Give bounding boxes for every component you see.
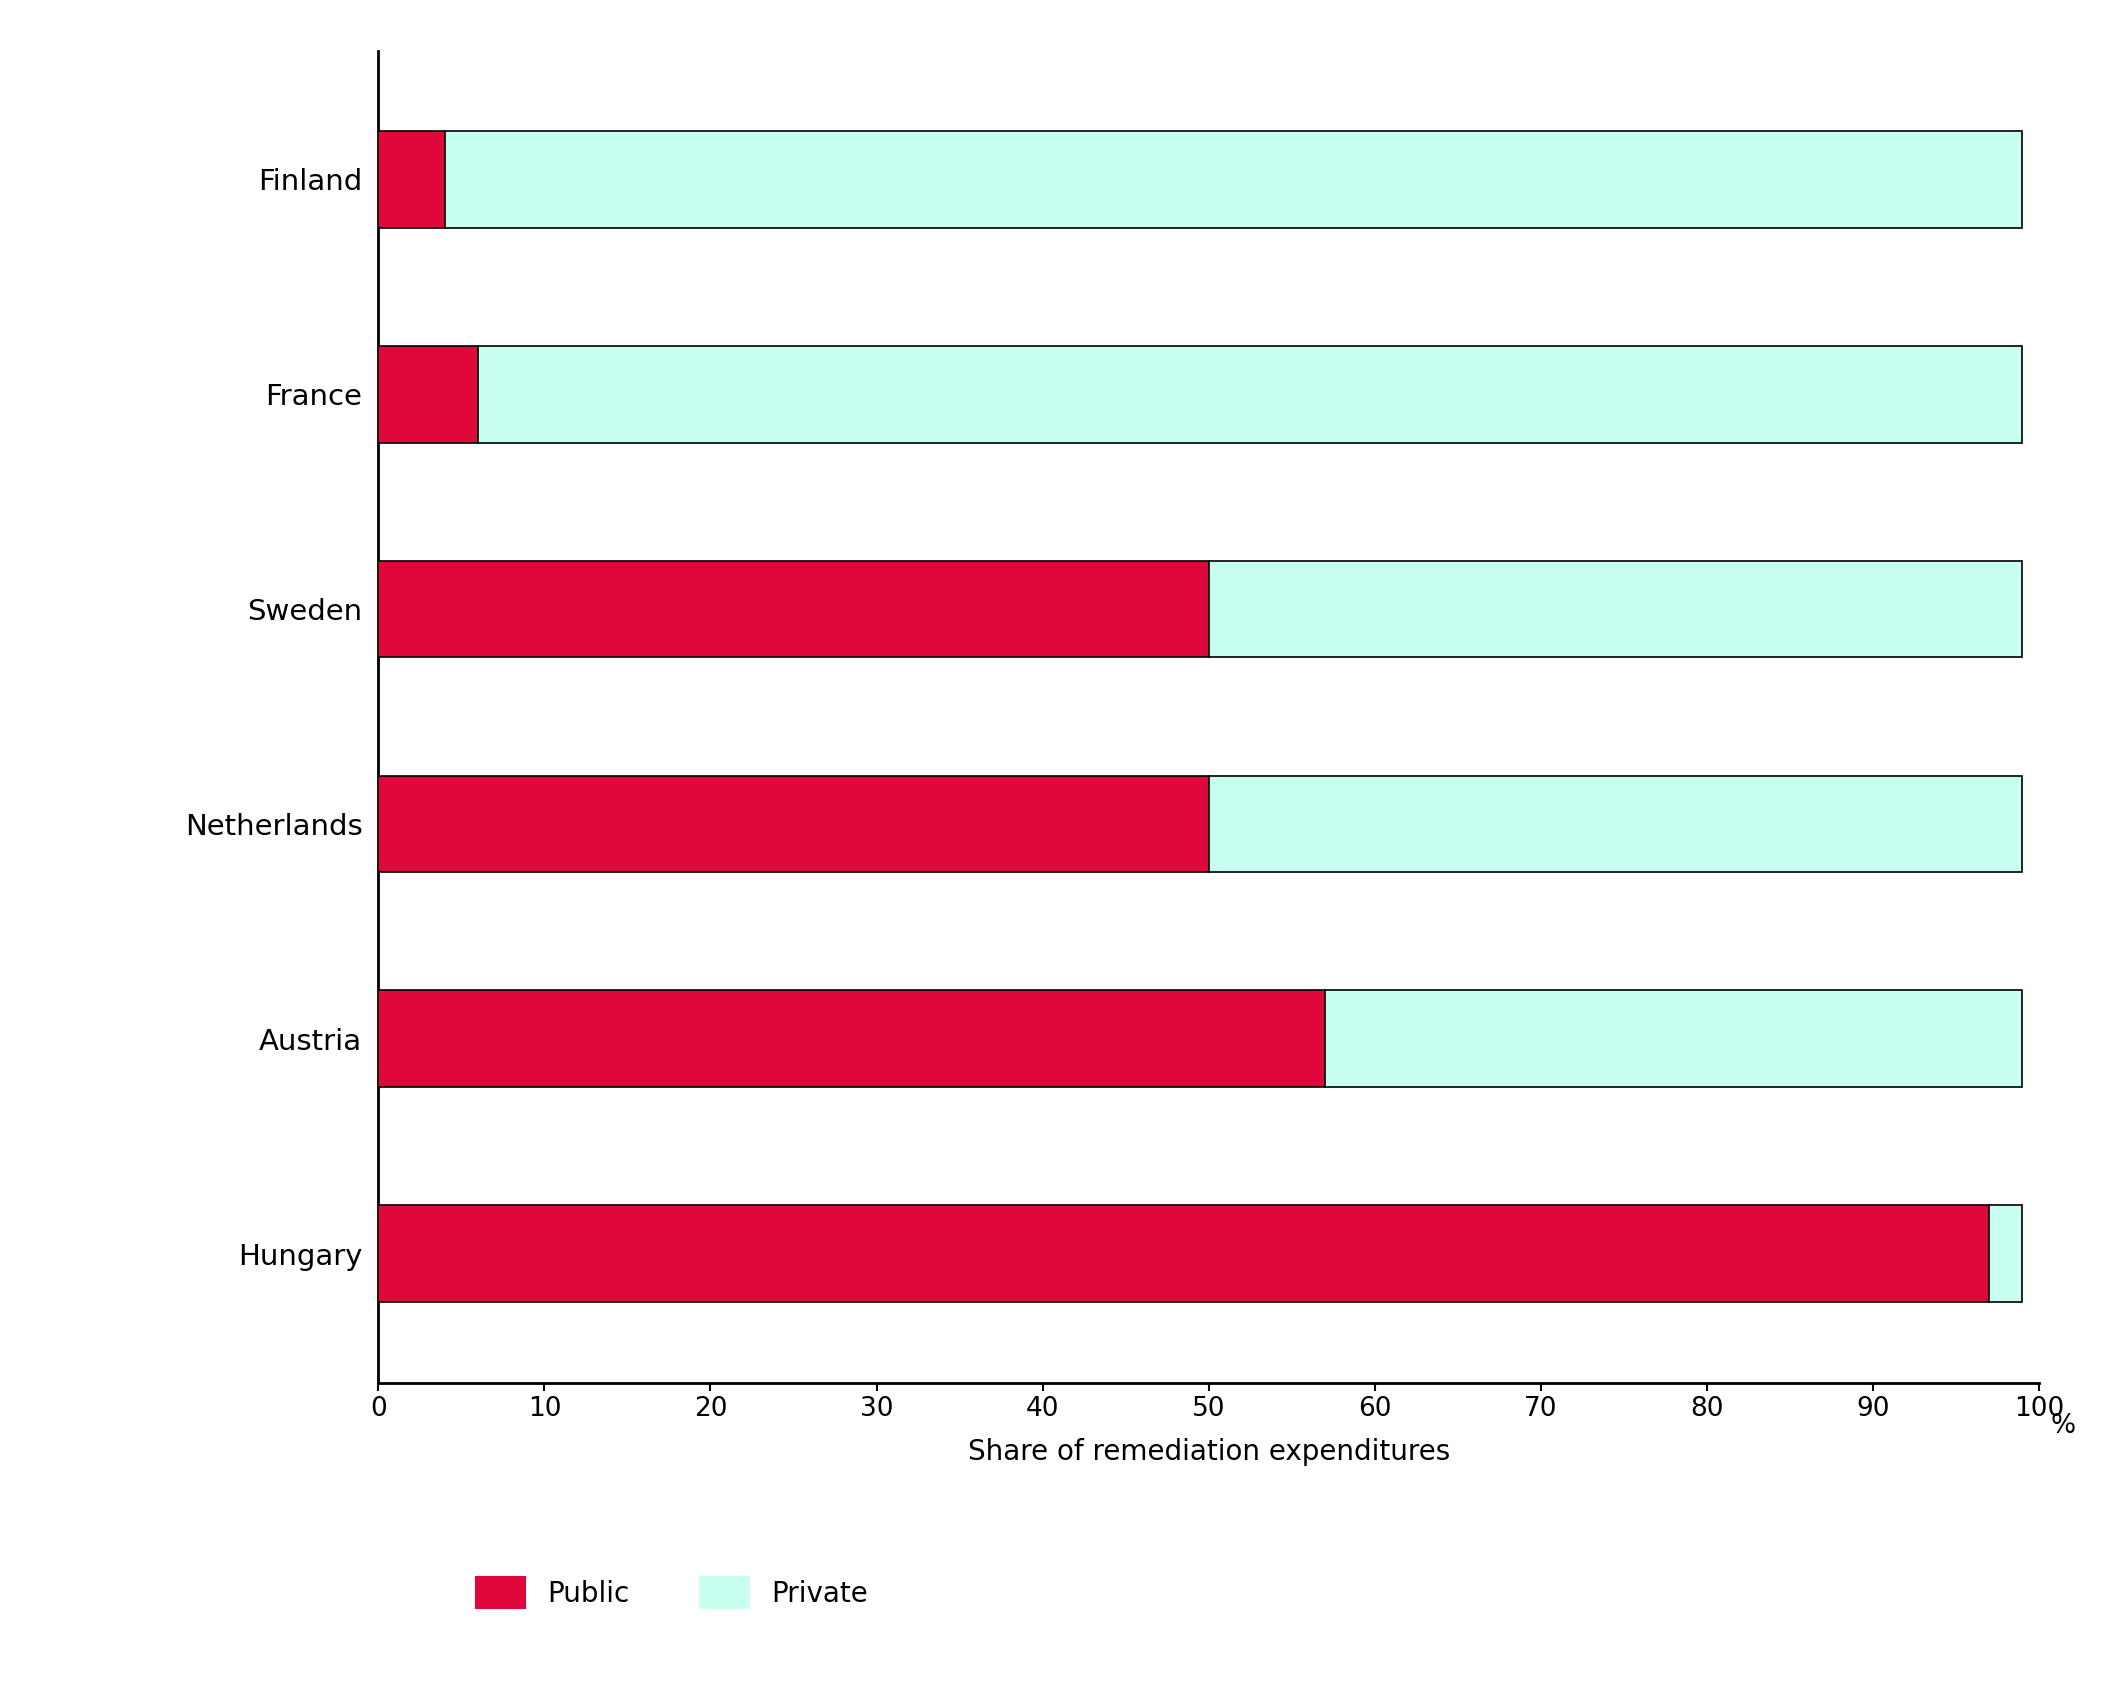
Bar	[378, 346, 477, 443]
Bar	[378, 561, 1209, 658]
Bar	[1988, 1205, 2022, 1302]
Bar	[1209, 561, 2022, 658]
Legend: Public, Private: Public, Private	[475, 1576, 868, 1608]
Bar	[378, 776, 1209, 872]
Bar	[378, 132, 446, 228]
Bar	[378, 990, 1324, 1087]
Bar	[477, 346, 2022, 443]
X-axis label: Share of remediation expenditures: Share of remediation expenditures	[967, 1438, 1450, 1467]
Bar	[1209, 776, 2022, 872]
Bar	[1324, 990, 2022, 1087]
Text: %: %	[2049, 1413, 2075, 1440]
Bar	[446, 132, 2022, 228]
Bar	[378, 1205, 1988, 1302]
